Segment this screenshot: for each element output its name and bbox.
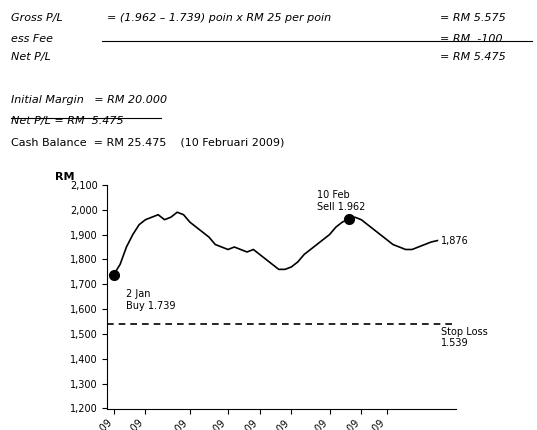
Text: 10 Feb
Sell 1.962: 10 Feb Sell 1.962 (317, 190, 365, 212)
Text: Gross P/L: Gross P/L (11, 13, 62, 23)
Text: Initial Margin   = RM 20.000: Initial Margin = RM 20.000 (11, 95, 167, 104)
Text: ess Fee: ess Fee (11, 34, 53, 44)
Text: = RM  -100: = RM -100 (440, 34, 503, 44)
Text: = RM 5.475: = RM 5.475 (440, 52, 506, 61)
Text: = (1.962 – 1.739) poin x RM 25 per poin: = (1.962 – 1.739) poin x RM 25 per poin (107, 13, 331, 23)
Text: = RM 5.575: = RM 5.575 (440, 13, 506, 23)
Text: Stop Loss
1.539: Stop Loss 1.539 (440, 327, 488, 348)
Text: RM: RM (55, 172, 75, 182)
Text: Cash Balance  = RM 25.475    (10 Februari 2009): Cash Balance = RM 25.475 (10 Februari 20… (11, 138, 284, 147)
Text: Net P/L = RM  5.475: Net P/L = RM 5.475 (11, 116, 124, 126)
Text: 1,876: 1,876 (440, 236, 468, 246)
Text: Net P/L: Net P/L (11, 52, 50, 61)
Text: 2 Jan
Buy 1.739: 2 Jan Buy 1.739 (126, 289, 176, 311)
